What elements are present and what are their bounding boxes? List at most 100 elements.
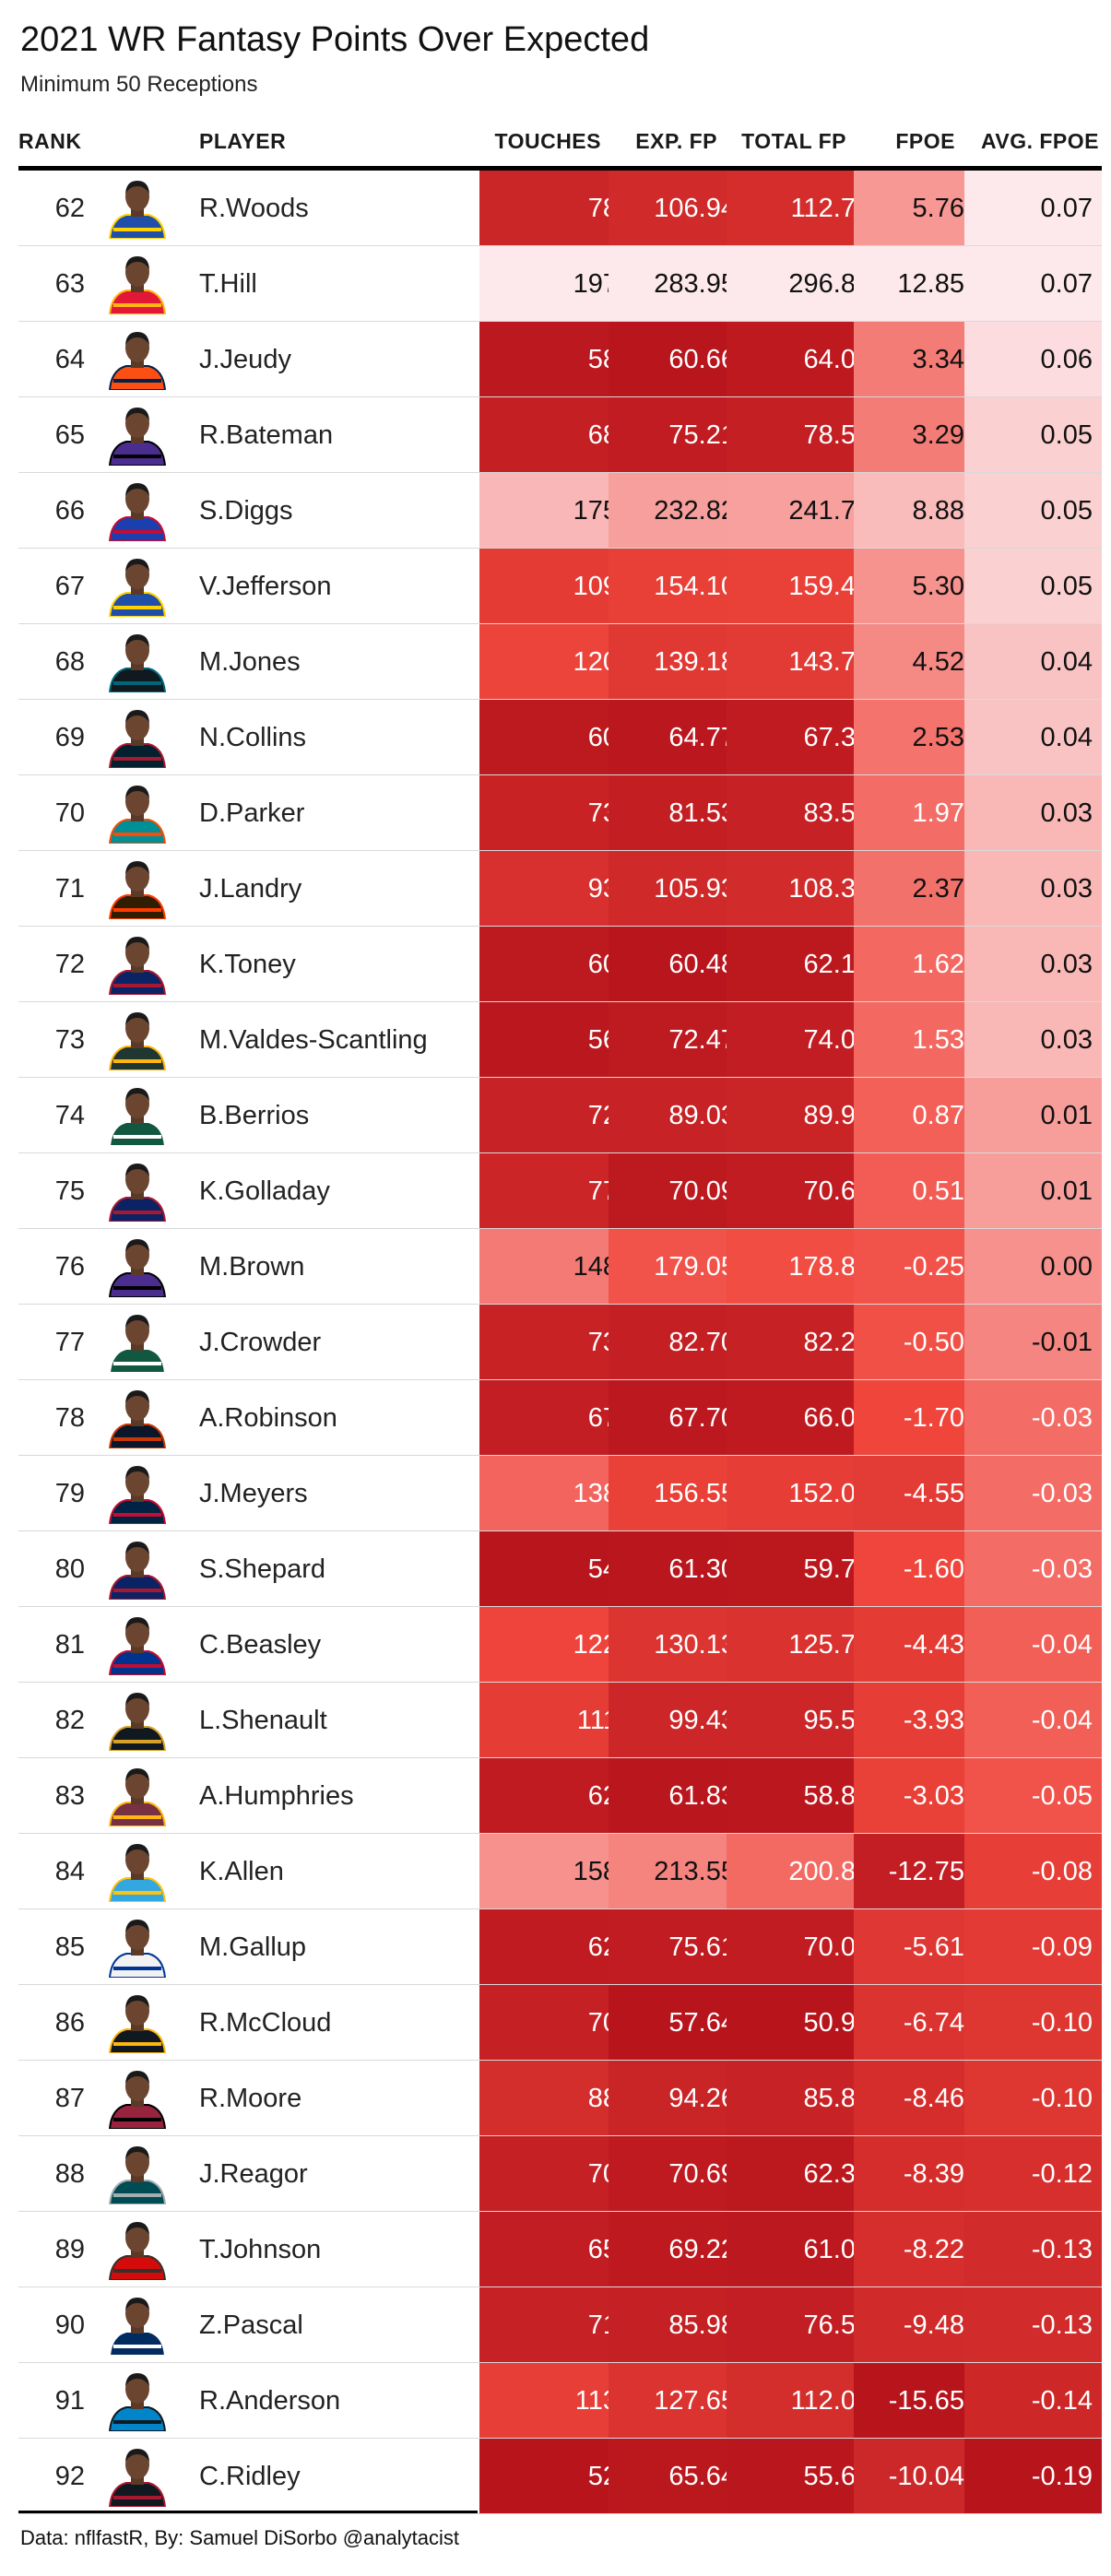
touches-cell: 138 xyxy=(573,1479,618,1508)
avg-fpoe-heat-fill xyxy=(964,700,1102,775)
exp-fp-heat-fill xyxy=(609,1985,727,2061)
exp-fp-cell: 106.94 xyxy=(654,194,736,223)
exp-fp-heat-fill xyxy=(609,2363,727,2439)
avg-fpoe-cell: 0.04 xyxy=(1040,723,1093,752)
chart-title: 2021 WR Fantasy Points Over Expected xyxy=(20,20,650,59)
row-divider xyxy=(18,2513,1102,2514)
avg-fpoe-heat-fill xyxy=(964,1078,1102,1153)
player-headshot-icon xyxy=(108,483,167,541)
touches-cell: 71 xyxy=(587,2310,618,2340)
row-divider xyxy=(18,472,1102,473)
touches-cell: 78 xyxy=(587,194,618,223)
avg-fpoe-heat-fill xyxy=(964,1758,1102,1834)
total-fp-cell: 125.7 xyxy=(788,1630,856,1660)
exp-fp-cell: 179.05 xyxy=(654,1252,736,1282)
fpoe-heat-fill xyxy=(854,700,964,775)
fpoe-heat-fill xyxy=(854,322,964,397)
player-name-cell: C.Ridley xyxy=(199,2462,301,2491)
player-name-cell: T.Johnson xyxy=(199,2235,322,2264)
touches-heat-fill xyxy=(479,549,609,624)
avg-fpoe-heat-fill xyxy=(964,1683,1102,1758)
total-fp-cell: 62.3 xyxy=(803,2159,856,2189)
avg-fpoe-heat-fill xyxy=(964,2136,1102,2212)
touches-heat-fill xyxy=(479,1985,609,2061)
total-fp-cell: 59.7 xyxy=(803,1554,856,1584)
header-fpoe: FPOE xyxy=(895,129,955,153)
avg-fpoe-heat-fill xyxy=(964,1985,1102,2061)
rank-cell: 79 xyxy=(54,1479,85,1508)
exp-fp-cell: 75.21 xyxy=(668,420,736,450)
avg-fpoe-cell: 0.01 xyxy=(1040,1176,1093,1206)
rank-cell: 92 xyxy=(54,2462,85,2491)
exp-fp-cell: 85.98 xyxy=(668,2310,736,2340)
fpoe-heat-fill xyxy=(854,851,964,927)
fpoe-heat-fill xyxy=(854,1531,964,1607)
touches-heat-fill xyxy=(479,2287,609,2363)
player-headshot-icon xyxy=(108,634,167,692)
total-fp-heat-fill xyxy=(727,1758,854,1834)
fpoe-heat-fill xyxy=(854,1153,964,1229)
player-name-cell: C.Beasley xyxy=(199,1630,322,1660)
touches-heat-fill xyxy=(479,700,609,775)
table-row: 69 N.Collins 60 64.77 67.3 2.53 0.04 xyxy=(18,700,1102,775)
fpoe-heat-fill xyxy=(854,624,964,700)
row-divider xyxy=(18,2060,1102,2061)
touches-cell: 60 xyxy=(587,723,618,752)
header-exp-fp: EXP. FP xyxy=(635,129,717,153)
fpoe-heat-fill xyxy=(854,473,964,549)
table-row: 74 B.Berrios 72 89.03 89.9 0.87 0.01 xyxy=(18,1078,1102,1153)
total-fp-heat-fill xyxy=(727,549,854,624)
touches-cell: 77 xyxy=(587,1176,618,1206)
touches-heat-fill xyxy=(479,1002,609,1078)
total-fp-heat-fill xyxy=(727,1607,854,1683)
total-fp-heat-fill xyxy=(727,1531,854,1607)
table-row: 83 A.Humphries 62 61.83 58.8 -3.03 -0.05 xyxy=(18,1758,1102,1834)
player-name-cell: J.Landry xyxy=(199,874,302,904)
exp-fp-heat-fill xyxy=(609,322,727,397)
avg-fpoe-heat-fill xyxy=(964,2439,1102,2514)
player-name-cell: J.Reagor xyxy=(199,2159,308,2189)
exp-fp-cell: 72.47 xyxy=(668,1025,736,1055)
avg-fpoe-cell: 0.03 xyxy=(1040,874,1093,904)
exp-fp-heat-fill xyxy=(609,1078,727,1153)
player-headshot-icon xyxy=(108,1995,167,2053)
touches-cell: 70 xyxy=(587,2008,618,2038)
player-headshot-icon xyxy=(108,1844,167,1902)
fpoe-cell: -3.93 xyxy=(903,1706,964,1735)
exp-fp-cell: 105.93 xyxy=(654,874,736,904)
touches-heat-fill xyxy=(479,1380,609,1456)
rank-cell: 71 xyxy=(54,874,85,904)
player-headshot-icon xyxy=(108,937,167,995)
touches-cell: 73 xyxy=(587,798,618,828)
row-divider xyxy=(18,548,1102,549)
rank-cell: 80 xyxy=(54,1554,85,1584)
header-player: PLAYER xyxy=(199,129,287,153)
exp-fp-heat-fill xyxy=(609,775,727,851)
table-row: 64 J.Jeudy 58 60.66 64.0 3.34 0.06 xyxy=(18,322,1102,397)
player-headshot-icon xyxy=(108,1920,167,1978)
row-divider xyxy=(18,926,1102,927)
total-fp-heat-fill xyxy=(727,2136,854,2212)
table-row: 66 S.Diggs 175 232.82 241.7 8.88 0.05 xyxy=(18,473,1102,549)
avg-fpoe-cell: -0.09 xyxy=(1031,1932,1093,1962)
exp-fp-cell: 75.61 xyxy=(668,1932,736,1962)
fpoe-cell: -4.43 xyxy=(903,1630,964,1660)
total-fp-heat-fill xyxy=(727,624,854,700)
player-name-cell: M.Valdes-Scantling xyxy=(199,1025,428,1055)
exp-fp-heat-fill xyxy=(609,2439,727,2514)
avg-fpoe-heat-fill xyxy=(964,2212,1102,2287)
total-fp-heat-fill xyxy=(727,1834,854,1909)
touches-heat-fill xyxy=(479,171,609,246)
fpoe-heat-fill xyxy=(854,1380,964,1456)
player-headshot-icon xyxy=(108,2298,167,2356)
row-divider xyxy=(18,1757,1102,1758)
fpoe-heat-fill xyxy=(854,549,964,624)
total-fp-cell: 62.1 xyxy=(803,950,856,979)
avg-fpoe-cell: 0.05 xyxy=(1040,496,1093,526)
touches-heat-fill xyxy=(479,1909,609,1985)
exp-fp-heat-fill xyxy=(609,549,727,624)
avg-fpoe-cell: 0.04 xyxy=(1040,647,1093,677)
avg-fpoe-cell: -0.04 xyxy=(1031,1706,1093,1735)
header-rule xyxy=(18,166,1102,171)
rank-cell: 70 xyxy=(54,798,85,828)
